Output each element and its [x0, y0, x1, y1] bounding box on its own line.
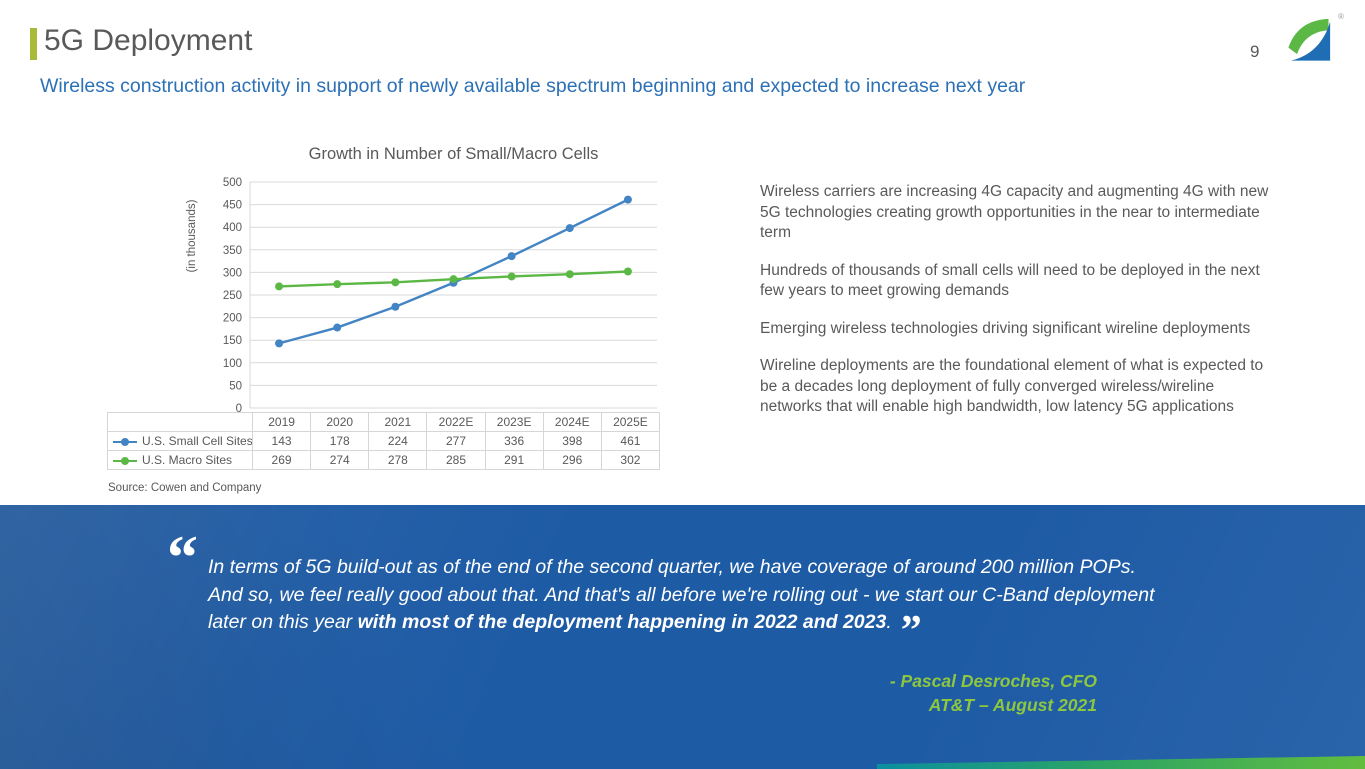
series-legend-cell: U.S. Small Cell Sites: [107, 431, 253, 451]
bottom-gradient-strip: [877, 756, 1365, 769]
value-cell: 224: [368, 431, 428, 451]
attribution-name: - Pascal Desroches, CFO: [889, 671, 1097, 691]
bullet-paragraph: Hundreds of thousands of small cells wil…: [760, 261, 1260, 300]
year-header-cell: 2025E: [600, 412, 661, 432]
quote-period: .: [886, 611, 892, 633]
value-cell: 274: [310, 450, 370, 470]
quote-text: In terms of 5G build-out as of the end o…: [208, 556, 1155, 654]
source-note: Source: Cowen and Company: [108, 482, 262, 494]
company-logo-icon: [1283, 14, 1335, 66]
value-cell: 461: [600, 431, 661, 451]
legend-line-marker-icon: [113, 437, 137, 446]
year-header-cell: 2024E: [542, 412, 602, 432]
table-header-row: 2019 2020 2021 2022E 2023E 2024E 2025E: [107, 412, 661, 432]
svg-text:200: 200: [223, 313, 242, 325]
chart-title: Growth in Number of Small/Macro Cells: [308, 145, 599, 163]
value-cell: 398: [542, 431, 602, 451]
year-header-cell: 2020: [310, 412, 370, 432]
table-corner-cell: [107, 412, 253, 432]
svg-text:150: 150: [223, 335, 242, 347]
value-cell: 269: [251, 450, 312, 470]
year-header-cell: 2021: [368, 412, 428, 432]
svg-text:250: 250: [223, 290, 242, 302]
svg-text:450: 450: [223, 200, 242, 212]
page-title: 5G Deployment: [44, 24, 253, 57]
year-header-cell: 2019: [251, 412, 312, 432]
chart-data-table: 2019 2020 2021 2022E 2023E 2024E 2025E U.S. Sma…: [107, 412, 661, 470]
value-cell: 277: [426, 431, 486, 451]
series-name: U.S. Small Cell Sites: [142, 434, 253, 448]
value-cell: 296: [542, 450, 602, 470]
svg-text:0: 0: [236, 403, 242, 412]
legend-line-marker-icon: [113, 456, 137, 465]
bullet-paragraph: Wireless carriers are increasing 4G capa…: [760, 183, 1269, 241]
value-cell: 291: [484, 450, 544, 470]
svg-text:100: 100: [223, 358, 242, 370]
value-cell: 143: [251, 431, 312, 451]
bullet-paragraph: Wireline deployments are the foundationa…: [760, 357, 1264, 415]
title-accent-bar: [30, 28, 37, 60]
quote-banner: “ In terms of 5G build-out as of the end…: [0, 505, 1365, 769]
svg-text:50: 50: [229, 380, 242, 392]
year-header-cell: 2022E: [426, 412, 486, 432]
value-cell: 302: [600, 450, 661, 470]
quote-attribution: - Pascal Desroches, CFO AT&T – August 20…: [890, 670, 1097, 717]
chart-block: Growth in Number of Small/Macro Cells 0 5…: [107, 140, 661, 470]
value-cell: 285: [426, 450, 486, 470]
slide-subtitle: Wireless construction activity in suppor…: [40, 75, 1026, 97]
quote-bold-text: with most of the deployment happening in…: [357, 611, 887, 633]
bullet-text-column: Wireless carriers are increasing 4G capa…: [760, 182, 1280, 435]
table-row: U.S. Small Cell Sites 143 178 224 277 336 398 4…: [107, 431, 661, 451]
registered-mark: ®: [1338, 12, 1344, 21]
svg-text:350: 350: [223, 245, 242, 257]
series-name: U.S. Macro Sites: [142, 453, 233, 467]
quote-regular-text: In terms of 5G build-out as of the end o…: [208, 556, 1155, 633]
table-row: U.S. Macro Sites 269 274 278 285 291 296 302: [107, 450, 661, 470]
svg-text:400: 400: [223, 222, 242, 234]
growth-line-chart: 0 50 100 150 200 250 300 350 400 450 500 (in thousa…: [186, 177, 657, 412]
value-cell: 278: [368, 450, 428, 470]
attribution-company: AT&T – August 2021: [928, 694, 1097, 715]
svg-text:300: 300: [223, 267, 242, 279]
year-header-cell: 2023E: [484, 412, 544, 432]
svg-text:500: 500: [223, 177, 242, 189]
value-cell: 336: [484, 431, 544, 451]
open-quote-mark: “: [167, 524, 198, 592]
svg-text:(in thousands): (in thousands): [186, 199, 198, 272]
series-legend-cell: U.S. Macro Sites: [107, 450, 253, 470]
bullet-paragraph: Emerging wireless technologies driving s…: [760, 319, 1251, 337]
page-number: 9: [1250, 42, 1260, 61]
value-cell: 178: [310, 431, 370, 451]
